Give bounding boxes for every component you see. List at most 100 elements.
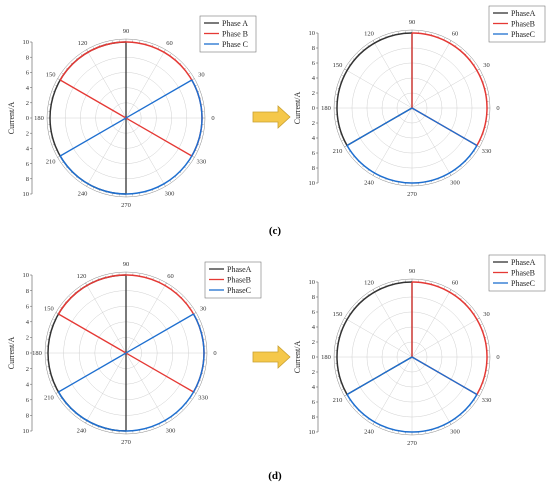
radial-tick-label: 4 xyxy=(312,324,316,331)
legend-label: PhaseA xyxy=(227,265,252,274)
angle-label: 180 xyxy=(32,350,42,357)
grid-spoke xyxy=(86,352,127,421)
series-arc xyxy=(346,145,478,184)
radial-tick-label: 10 xyxy=(23,191,30,198)
angle-label: 90 xyxy=(409,268,416,275)
angle-label: 240 xyxy=(77,427,87,434)
angle-label: 330 xyxy=(198,395,208,402)
angle-label: 150 xyxy=(333,62,343,69)
angle-label: 180 xyxy=(321,354,331,361)
series-3 xyxy=(346,356,478,433)
grid-spoke xyxy=(374,291,413,358)
radial-tick-label: 10 xyxy=(309,180,316,187)
radial-tick-label: 2 xyxy=(312,339,315,346)
series-spoke xyxy=(346,356,413,396)
polar-chart-d-after: 0 30 60 90 120 150 180 210 240 270 300 330 10 8 6 4 2 0 2 4… xyxy=(293,254,546,447)
charts-group: 0306090120150180210240270300330108642024… xyxy=(7,5,546,447)
angle-label: 180 xyxy=(34,115,44,122)
series-arc xyxy=(57,313,205,432)
legend-label: PhaseB xyxy=(227,275,251,284)
angle-label: 60 xyxy=(167,273,174,280)
radial-tick-label: 6 xyxy=(26,397,30,404)
radial-tick-label: 2 xyxy=(26,366,29,373)
angle-label: 300 xyxy=(165,191,175,198)
radial-tick-label: 8 xyxy=(26,176,29,183)
angle-label: 240 xyxy=(78,191,88,198)
y-axis-label: Current/A xyxy=(7,102,16,135)
angle-label: 330 xyxy=(482,148,492,155)
grid-spoke xyxy=(411,356,450,423)
series-arc xyxy=(336,281,413,395)
radial-tick-label: 4 xyxy=(312,384,316,391)
grid-spoke xyxy=(411,70,478,109)
series-arc xyxy=(336,32,413,146)
legend-label: PhaseC xyxy=(511,30,535,39)
angle-label: 0 xyxy=(213,350,216,357)
angle-label: 300 xyxy=(450,180,460,187)
angle-label: 210 xyxy=(333,397,343,404)
angle-label: 300 xyxy=(450,429,460,436)
radial-tick-label: 4 xyxy=(26,319,30,326)
series-spoke xyxy=(125,352,194,393)
angle-label: 60 xyxy=(452,31,459,38)
angle-label: 150 xyxy=(333,311,343,318)
angle-label: 270 xyxy=(407,440,417,447)
angle-label: 180 xyxy=(321,105,331,112)
series-2 xyxy=(57,274,205,393)
series-spoke xyxy=(125,79,193,119)
angle-label: 0 xyxy=(496,354,499,361)
grid-spoke xyxy=(86,285,127,354)
angle-label: 300 xyxy=(166,427,176,434)
series-arc xyxy=(346,394,478,433)
series-1 xyxy=(336,281,413,396)
grid-spoke xyxy=(374,107,413,174)
radial-tick-label: 2 xyxy=(26,335,29,342)
caption-c: (c) xyxy=(269,225,282,237)
angle-label: 270 xyxy=(121,439,131,446)
grid-spoke xyxy=(411,319,478,358)
series-arc xyxy=(59,41,203,157)
radial-tick-label: 10 xyxy=(309,429,316,436)
polar-chart-c-after: 0 30 60 90 120 150 180 210 240 270 300 330 10 8 6 4 2 0 2 4… xyxy=(293,5,546,198)
series-3 xyxy=(57,313,205,432)
radial-tick-label: 0 xyxy=(312,105,315,112)
arrow-d-shape xyxy=(252,345,291,369)
grid-spoke xyxy=(125,117,165,184)
angle-label: 240 xyxy=(364,180,374,187)
angle-label: 240 xyxy=(364,429,374,436)
caption-d: (d) xyxy=(268,470,282,482)
grid-spoke xyxy=(125,285,166,354)
angle-label: 90 xyxy=(409,19,416,26)
series-3 xyxy=(59,79,203,195)
legend-label: PhaseB xyxy=(511,268,535,277)
series-arc xyxy=(57,274,205,393)
series-spoke xyxy=(58,352,127,393)
legend-label: PhaseC xyxy=(511,279,535,288)
radial-tick-label: 4 xyxy=(312,75,316,82)
angle-label: 60 xyxy=(452,280,459,287)
angle-label: 210 xyxy=(46,159,56,166)
radial-tick-label: 0 xyxy=(312,354,315,361)
legend-label: Phase C xyxy=(222,40,248,49)
grid-spoke xyxy=(411,42,450,109)
radial-tick-label: 8 xyxy=(312,414,315,421)
legend-label: PhaseA xyxy=(511,9,536,18)
grid-spoke xyxy=(411,107,450,174)
series-2 xyxy=(411,32,488,147)
angle-label: 120 xyxy=(77,273,87,280)
series-arc xyxy=(59,79,203,195)
radial-tick-label: 6 xyxy=(26,161,30,168)
arrow-c-shape xyxy=(252,105,291,129)
grid-spoke xyxy=(411,291,450,358)
angle-label: 120 xyxy=(364,280,374,287)
radial-tick-label: 4 xyxy=(312,135,316,142)
radial-tick-label: 10 xyxy=(23,39,30,46)
grid-spoke xyxy=(87,117,127,184)
series-arc xyxy=(411,32,488,146)
legend-label: Phase A xyxy=(222,19,248,28)
angle-label: 330 xyxy=(196,159,206,166)
